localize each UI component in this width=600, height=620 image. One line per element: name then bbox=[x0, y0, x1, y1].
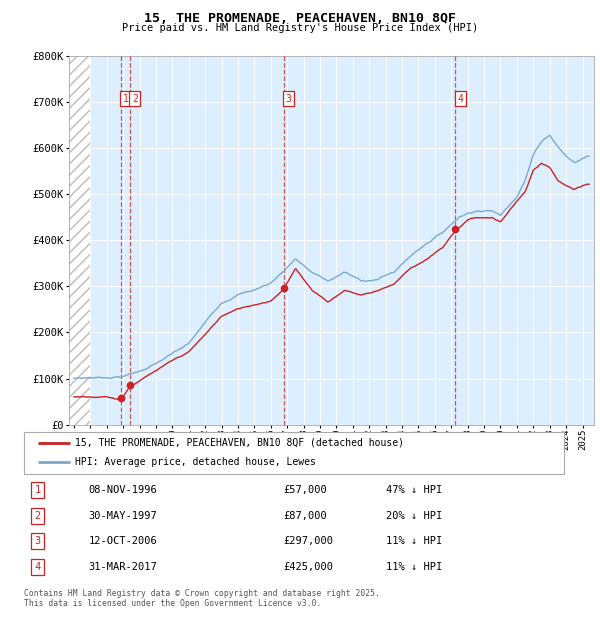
Text: 1: 1 bbox=[123, 94, 128, 104]
Text: 30-MAY-1997: 30-MAY-1997 bbox=[89, 511, 158, 521]
Text: 4: 4 bbox=[34, 562, 41, 572]
Text: £425,000: £425,000 bbox=[283, 562, 333, 572]
Text: 11% ↓ HPI: 11% ↓ HPI bbox=[386, 562, 442, 572]
Text: 31-MAR-2017: 31-MAR-2017 bbox=[89, 562, 158, 572]
Text: 3: 3 bbox=[286, 94, 292, 104]
Text: Price paid vs. HM Land Registry's House Price Index (HPI): Price paid vs. HM Land Registry's House … bbox=[122, 23, 478, 33]
Text: 15, THE PROMENADE, PEACEHAVEN, BN10 8QF (detached house): 15, THE PROMENADE, PEACEHAVEN, BN10 8QF … bbox=[76, 438, 404, 448]
Text: £87,000: £87,000 bbox=[283, 511, 327, 521]
Text: 15, THE PROMENADE, PEACEHAVEN, BN10 8QF: 15, THE PROMENADE, PEACEHAVEN, BN10 8QF bbox=[144, 12, 456, 25]
Text: 1: 1 bbox=[34, 485, 41, 495]
Text: 4: 4 bbox=[457, 94, 463, 104]
Text: £297,000: £297,000 bbox=[283, 536, 333, 546]
Text: 47% ↓ HPI: 47% ↓ HPI bbox=[386, 485, 442, 495]
Text: 12-OCT-2006: 12-OCT-2006 bbox=[89, 536, 158, 546]
FancyBboxPatch shape bbox=[24, 432, 564, 474]
Text: 20% ↓ HPI: 20% ↓ HPI bbox=[386, 511, 442, 521]
Bar bbox=[69, 56, 91, 425]
Text: Contains HM Land Registry data © Crown copyright and database right 2025.
This d: Contains HM Land Registry data © Crown c… bbox=[24, 589, 380, 608]
Text: £57,000: £57,000 bbox=[283, 485, 327, 495]
Text: 2: 2 bbox=[34, 511, 41, 521]
Text: 3: 3 bbox=[34, 536, 41, 546]
Text: 08-NOV-1996: 08-NOV-1996 bbox=[89, 485, 158, 495]
Text: 2: 2 bbox=[132, 94, 138, 104]
Text: 11% ↓ HPI: 11% ↓ HPI bbox=[386, 536, 442, 546]
Text: HPI: Average price, detached house, Lewes: HPI: Average price, detached house, Lewe… bbox=[76, 457, 316, 467]
